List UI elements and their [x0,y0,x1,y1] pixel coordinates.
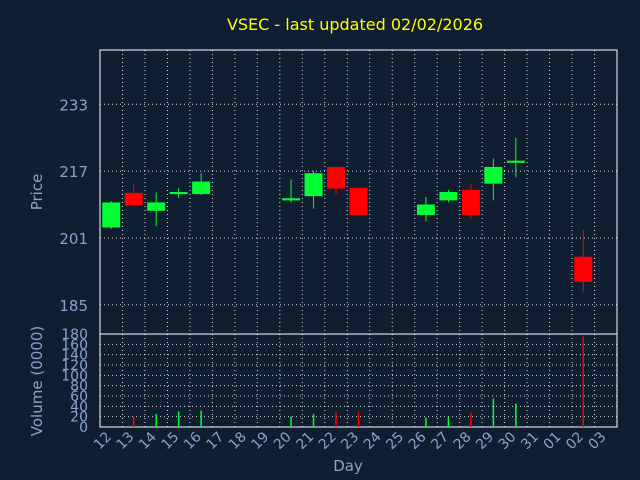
price-grid [100,50,617,334]
candle-body [416,204,435,215]
day-tick-label: 16 [181,429,205,453]
volume-bar [425,417,427,427]
candle-body [102,202,121,228]
candle-body [484,166,503,184]
day-axis-label: Day [333,457,363,475]
volume-bar [470,412,472,427]
day-tick-label: 25 [383,429,407,453]
chart-title: VSEC - last updated 02/02/2026 [227,15,483,34]
candle-body [327,166,346,189]
day-tick-label: 20 [271,429,295,453]
day-tick-label: 30 [496,429,520,453]
day-tick-label: 21 [293,429,317,453]
day-tick-label: 15 [158,429,182,453]
volume-tick-label: 60 [70,389,88,405]
volume-bar [200,410,202,427]
day-tick-label: 27 [428,429,452,453]
candle-body [461,189,480,215]
price-axis: 185 201 217 233 [59,96,88,314]
volume-tick-label: 40 [70,399,88,415]
price-tick-label: 233 [59,96,88,114]
volume-tick-label: 180 [61,327,88,343]
day-tick-label: 13 [114,429,138,453]
day-tick-label: 23 [338,429,362,453]
candle-body [439,192,458,201]
day-tick-label: 29 [473,429,497,453]
day-tick-label: 28 [451,429,475,453]
volume-tick-label: 100 [61,368,88,384]
day-axis: 1213141516171819202122232425262728293031… [91,429,609,453]
day-tick-label: 01 [541,429,565,453]
volume-axis-label: Volume (0000) [28,326,46,436]
day-tick-label: 18 [226,429,250,453]
volume-bar [492,398,495,427]
candle-body [124,192,143,206]
candle-body [304,173,323,197]
price-tick-label: 201 [59,230,88,248]
volume-tick-label: 120 [61,358,88,374]
volume-bar [515,403,517,427]
price-candles [102,137,593,293]
candle-body [574,256,593,282]
volume-tick-label: 20 [70,410,88,426]
volume-bar [290,416,292,427]
volume-tick-label: 160 [61,337,88,353]
day-tick-label: 17 [203,429,227,453]
volume-bar [582,336,585,427]
volume-bar [447,416,450,427]
volume-bar [335,412,337,427]
volume-bar [312,414,315,427]
day-tick-label: 12 [91,429,115,453]
candle-body [192,181,211,195]
candle-body [169,192,188,195]
day-tick-label: 26 [406,429,430,453]
candle-body [282,198,301,201]
volume-tick-label: 140 [61,348,88,364]
day-tick-label: 19 [248,429,272,453]
volume-bar [177,411,180,427]
day-tick-label: 14 [136,429,160,453]
volume-tick-label: 0 [79,420,88,436]
day-tick-label: 02 [563,429,587,453]
day-tick-label: 03 [586,429,610,453]
volume-bars [132,336,585,427]
day-tick-label: 22 [316,429,340,453]
volume-bar [155,414,157,427]
volume-bar [132,416,135,427]
volume-bar [357,411,360,427]
price-tick-label: 217 [59,163,88,181]
day-tick-label: 24 [361,429,385,453]
candle-body [147,202,166,211]
day-tick-label: 31 [518,429,542,453]
price-tick-label: 185 [59,297,88,315]
price-axis-label: Price [28,174,46,211]
candle-body [506,160,525,163]
volume-tick-label: 80 [70,379,88,395]
candle-body [349,187,368,215]
